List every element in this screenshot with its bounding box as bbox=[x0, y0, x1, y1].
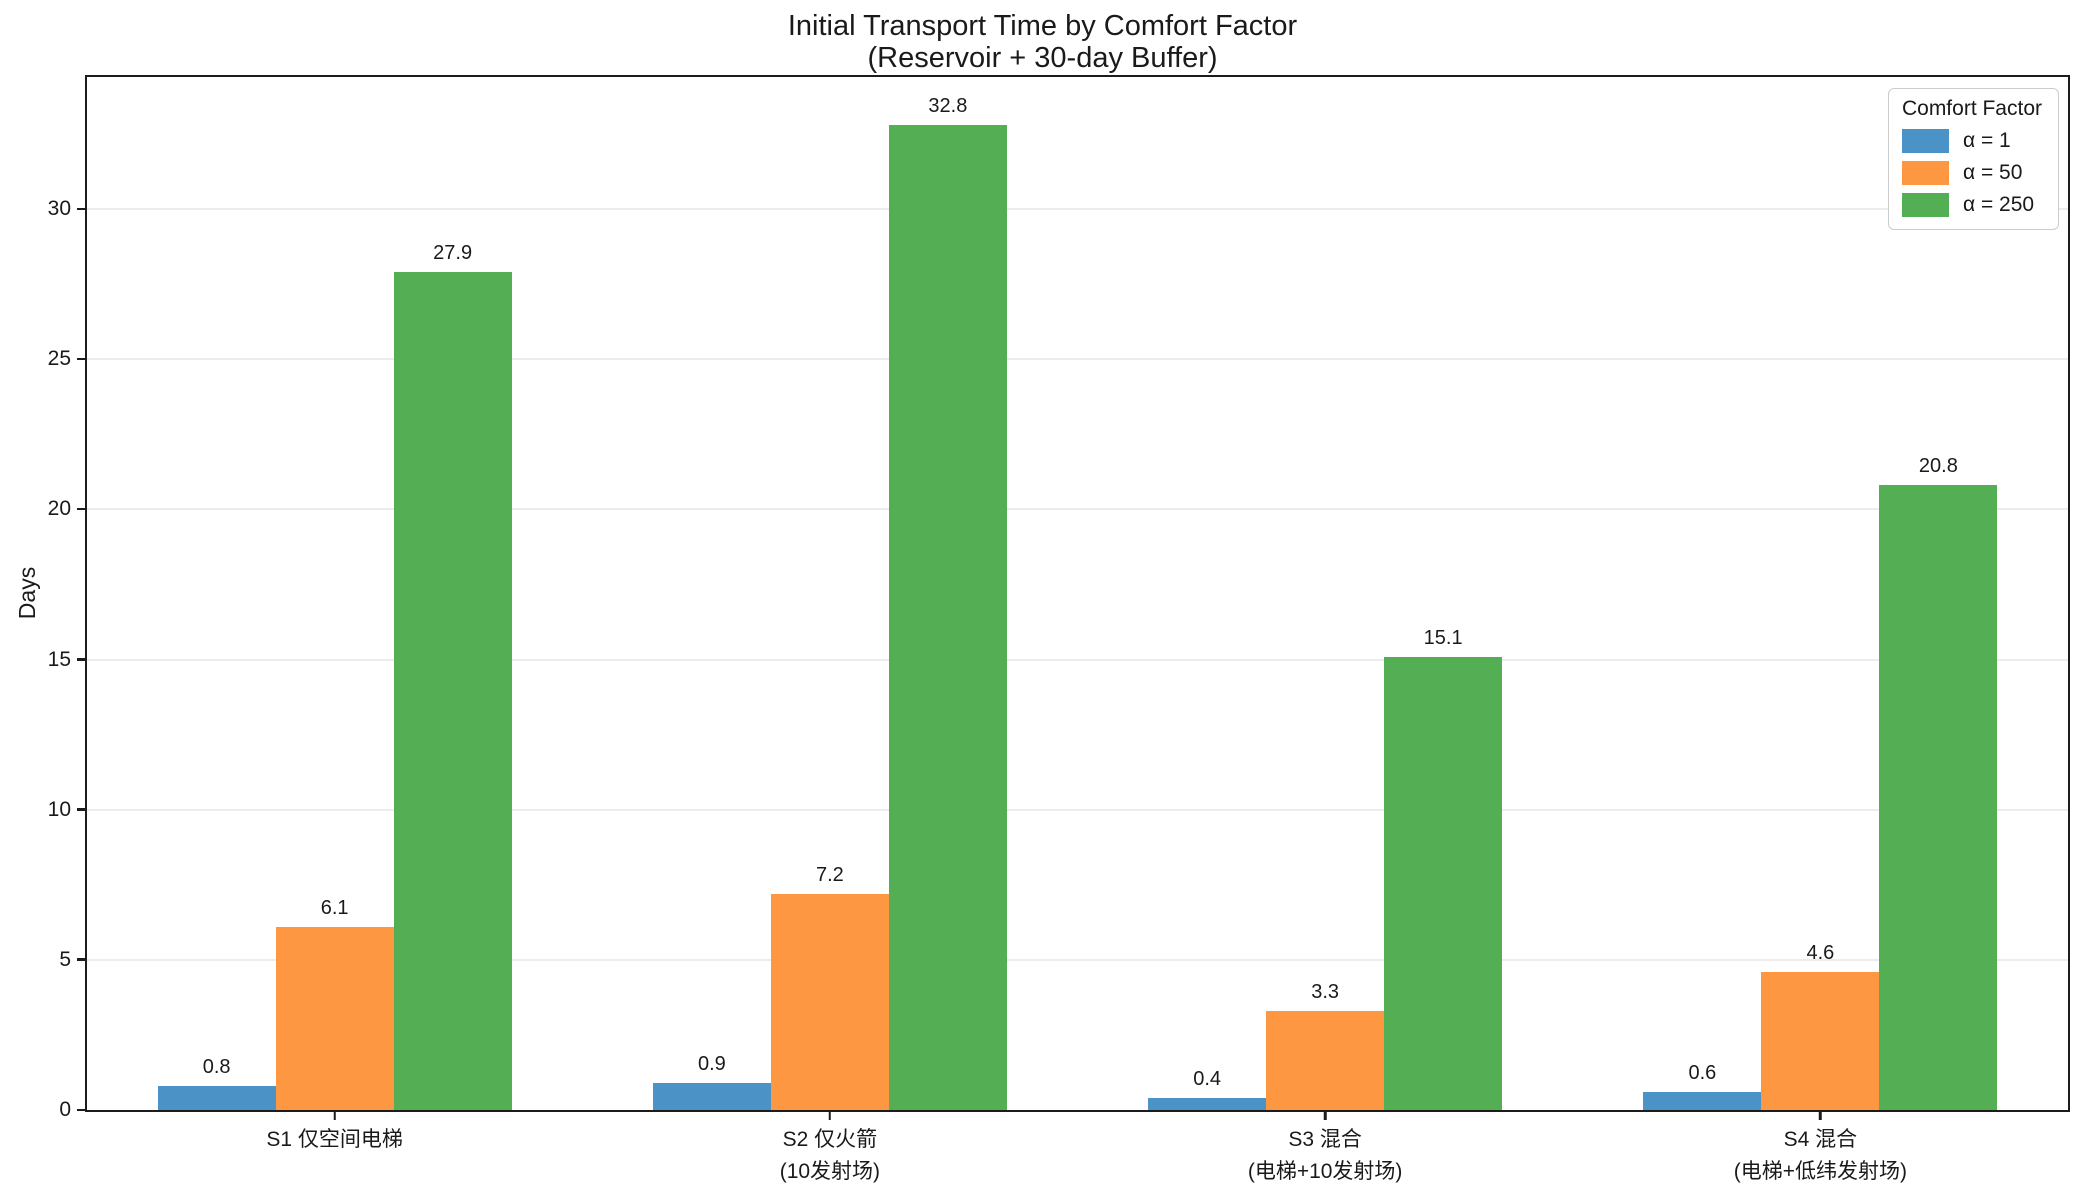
y-gridline bbox=[87, 958, 2068, 961]
x-tick-label: S3 混合 (电梯+10发射场) bbox=[1247, 1128, 1403, 1183]
y-gridline bbox=[87, 658, 2068, 661]
chart-title-line1: Initial Transport Time by Comfort Factor bbox=[787, 10, 1298, 42]
bar-value-label: 0.8 bbox=[202, 1055, 231, 1078]
bar-value-label: 32.8 bbox=[928, 95, 968, 118]
legend-title: Comfort Factor bbox=[1901, 97, 2042, 120]
legend-item-label: α = 50 bbox=[1962, 161, 2023, 184]
x-tick-mark bbox=[828, 1110, 832, 1120]
y-tick-label: 20 bbox=[47, 497, 71, 521]
y-tick-mark bbox=[77, 207, 87, 211]
bar-value-label: 27.9 bbox=[433, 242, 473, 265]
bar-value-label: 6.1 bbox=[320, 896, 349, 919]
bar-group: 0.8 6.1 27.9 bbox=[87, 77, 582, 1110]
legend-items: α = 1 α = 50 α = 250 bbox=[1901, 129, 2042, 217]
bar: 0.9 bbox=[652, 1053, 771, 1110]
bar-value-label: 4.6 bbox=[1806, 941, 1835, 964]
y-gridline bbox=[87, 358, 2068, 361]
bar-value-label: 0.4 bbox=[1193, 1068, 1222, 1090]
bar-value-label: 20.8 bbox=[1918, 455, 1958, 478]
bar-group: 0.9 7.2 32.8 bbox=[582, 77, 1077, 1110]
y-tick-label: 25 bbox=[47, 347, 71, 371]
y-tick-mark bbox=[77, 507, 87, 511]
x-tick-label: S1 仅空间电梯 bbox=[266, 1128, 403, 1151]
bar-value-label: 0.6 bbox=[1688, 1061, 1717, 1084]
y-tick-mark bbox=[77, 808, 87, 811]
legend-swatch-icon bbox=[1901, 161, 1949, 185]
chart-title-line2: (Reservoir + 30-day Buffer) bbox=[867, 42, 1218, 75]
legend-swatch-icon bbox=[1901, 193, 1949, 217]
x-tick-label: S2 仅火箭 (10发射场) bbox=[779, 1128, 881, 1183]
y-tick-label: 10 bbox=[47, 797, 71, 821]
bar: 7.2 bbox=[770, 864, 889, 1110]
x-tick-mark bbox=[1819, 1110, 1822, 1120]
legend-swatch-icon bbox=[1901, 129, 1949, 153]
bar: 32.8 bbox=[888, 95, 1007, 1110]
bar: 27.9 bbox=[393, 242, 512, 1110]
bar-group: 0.4 3.3 15.1 bbox=[1078, 77, 1573, 1110]
legend-item: α = 250 bbox=[1901, 193, 2042, 217]
chart-title: Initial Transport Time by Comfort Factor… bbox=[0, 10, 2085, 75]
legend-item-label: α = 1 bbox=[1962, 129, 2011, 152]
bar: 3.3 bbox=[1266, 981, 1385, 1110]
x-tick-label: S4 混合 (电梯+低纬发射场) bbox=[1733, 1128, 1907, 1183]
y-tick-mark bbox=[77, 958, 87, 961]
x-tick-mark bbox=[1323, 1110, 1327, 1120]
plot-area: 0 5 10 15 20 25 30 0.8 6.1 27.9 S1 仅空间电梯 0.9 7.2 32.… bbox=[48, 75, 2070, 1183]
bar: 4.6 bbox=[1761, 942, 1880, 1110]
y-gridline bbox=[87, 208, 2068, 211]
y-tick-mark bbox=[77, 658, 87, 661]
legend: Comfort Factor α = 1 α = 50 α = 250 bbox=[1887, 88, 2059, 230]
bar-value-label: 7.2 bbox=[815, 863, 844, 886]
y-gridline bbox=[87, 508, 2068, 511]
y-tick-label: 5 bbox=[59, 947, 71, 971]
bar: 20.8 bbox=[1879, 455, 1998, 1110]
bar: 15.1 bbox=[1384, 627, 1503, 1110]
y-tick-mark bbox=[77, 1108, 87, 1111]
x-tick-mark bbox=[333, 1110, 336, 1120]
legend-item: α = 50 bbox=[1901, 161, 2042, 185]
bar-group: 0.6 4.6 20.8 bbox=[1573, 77, 2068, 1110]
y-axis-label: Days bbox=[14, 566, 40, 620]
bar-value-label: 0.9 bbox=[697, 1052, 726, 1075]
y-tick-label: 15 bbox=[47, 647, 71, 671]
legend-item-label: α = 250 bbox=[1962, 193, 2035, 216]
legend-item: α = 1 bbox=[1901, 129, 2042, 153]
bar-value-label: 3.3 bbox=[1311, 980, 1340, 1003]
y-tick-label: 30 bbox=[47, 197, 71, 221]
bar: 0.6 bbox=[1643, 1062, 1762, 1110]
bar: 0.4 bbox=[1148, 1068, 1267, 1110]
bar: 6.1 bbox=[275, 897, 394, 1110]
y-gridline bbox=[87, 808, 2068, 811]
y-tick-mark bbox=[77, 357, 87, 361]
y-tick-label: 0 bbox=[59, 1098, 71, 1121]
bar: 0.8 bbox=[157, 1056, 276, 1110]
bar-value-label: 15.1 bbox=[1423, 626, 1463, 649]
